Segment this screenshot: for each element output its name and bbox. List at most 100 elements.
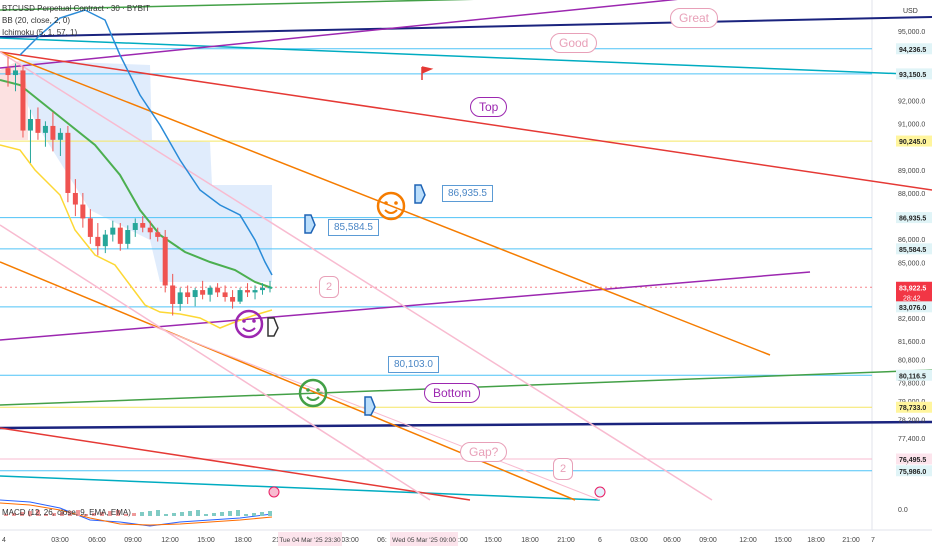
candle-body — [222, 292, 228, 298]
candle-13 — [95, 223, 101, 256]
time-tick-label: 06: — [377, 537, 387, 544]
candle-body — [162, 236, 168, 286]
candle-body — [215, 287, 221, 293]
bubble-wave-2-upper[interactable]: 2 — [319, 276, 340, 298]
candle-body — [35, 118, 41, 133]
price-badge-label: 86,935.5 — [899, 216, 926, 223]
macd-signal-line — [0, 502, 273, 526]
price-tick-label: 86,000.0 — [898, 237, 925, 244]
bubble-wave-2-lower[interactable]: 2 — [553, 458, 574, 480]
macd-histogram-bar — [100, 512, 104, 516]
bubble-bottom[interactable]: Bottom — [424, 383, 481, 403]
price-badge-label: 83,076.0 — [899, 305, 926, 312]
candle-36 — [267, 280, 273, 293]
candle-body — [80, 204, 86, 219]
macd-histogram-bar — [204, 514, 208, 516]
candle-body — [42, 125, 48, 133]
macd-histogram-bar — [252, 513, 256, 516]
smiley-purple-icon — [234, 309, 264, 339]
navy-trendline-bottom — [0, 420, 932, 430]
candle-3 — [20, 65, 26, 138]
smiley-orange-icon — [376, 191, 406, 221]
time-highlight-2 — [390, 532, 458, 546]
face-outline — [376, 191, 406, 221]
macd-histogram-bar — [36, 510, 40, 516]
bubble-gap[interactable]: Gap? — [460, 442, 508, 462]
candle-body — [50, 125, 56, 140]
bubble-top[interactable]: Top — [470, 97, 508, 117]
symbol-title: BTCUSD Perpetual Contract · 30 · BYBIT — [2, 4, 151, 13]
time-tick-label: 12:00 — [739, 537, 757, 544]
pointing-hand-icon — [364, 396, 376, 416]
candle-1 — [5, 56, 11, 87]
bubble-great[interactable]: Great — [670, 8, 719, 28]
candle-body — [72, 192, 78, 205]
candle-33 — [245, 283, 251, 298]
time-tick-label: 15:00 — [484, 537, 502, 544]
bb-indicator-label[interactable]: BB (20, close, 2, 0) — [2, 16, 71, 25]
price-tick-label: 88,000.0 — [898, 191, 925, 198]
macd-indicator-label[interactable]: MACD (12, 26, close, 9, EMA, EMA) — [2, 508, 131, 517]
face-outline — [234, 309, 264, 339]
time-tick-label: 6 — [598, 537, 602, 544]
price-callout-2[interactable]: 86,935.5 — [442, 185, 493, 202]
macd-histogram-bar — [92, 513, 96, 516]
candle-25 — [185, 285, 191, 304]
price-tick-label: 81,600.0 — [898, 339, 925, 346]
time-tick-label: 06:00 — [663, 537, 681, 544]
candle-body — [125, 229, 131, 244]
price-tick-label: 77,400.0 — [898, 436, 925, 443]
teal-trendline-lower — [0, 475, 601, 501]
price-badge-2 — [896, 68, 932, 80]
price-badge-label: 80,116.5 — [899, 373, 926, 380]
time-tick-label: 12:00 — [161, 537, 179, 544]
candle-16 — [117, 223, 123, 251]
macd-histogram-bar — [140, 512, 144, 516]
price-badge-3 — [896, 135, 932, 147]
candle-5 — [35, 107, 41, 140]
macd-histogram-bar — [12, 513, 16, 516]
ichimoku-indicator-label[interactable]: Ichimoku (5, 1, 57, 1) — [2, 28, 78, 37]
candle-29 — [215, 283, 221, 298]
candle-8 — [57, 128, 63, 156]
macd-histogram-bar — [148, 511, 152, 516]
pink-trendline-1 — [0, 51, 713, 501]
face-mouth — [242, 327, 256, 332]
candle-23 — [170, 273, 176, 316]
candle-12 — [87, 209, 93, 244]
macd-histogram-bar — [60, 512, 64, 516]
price-badge-label: 85,584.5 — [899, 247, 926, 254]
candle-body — [102, 234, 108, 247]
macd-histogram-bar — [180, 512, 184, 516]
red-trendline-upper — [0, 51, 932, 191]
time-tick-label: 12:00 — [450, 537, 468, 544]
time-tick-label: 21:00 — [842, 537, 860, 544]
face-eye — [316, 388, 320, 392]
face-mouth — [306, 396, 320, 401]
macd-histogram-bar — [236, 510, 240, 516]
pointing-hand-icon — [304, 214, 316, 234]
candle-4 — [27, 109, 33, 163]
candle-14 — [102, 229, 108, 254]
candle-10 — [72, 179, 78, 217]
candle-35 — [260, 283, 266, 295]
candle-20 — [147, 220, 153, 240]
bubble-good[interactable]: Good — [550, 33, 598, 53]
macd-histogram-bar — [188, 511, 192, 516]
candle-18 — [132, 218, 138, 237]
candle-body — [95, 236, 101, 247]
time-tick-label: 03:00 — [51, 537, 69, 544]
candle-2 — [12, 63, 18, 92]
price-callout-1[interactable]: 85,584.5 — [328, 219, 379, 236]
face-eye — [242, 319, 246, 323]
candle-6 — [42, 121, 48, 147]
price-axis-currency: USD — [903, 8, 918, 15]
time-tick-label: 4 — [2, 537, 6, 544]
time-tick-label: 09:00 — [699, 537, 717, 544]
price-tick-label: 80,800.0 — [898, 357, 925, 364]
candle-body — [140, 223, 146, 228]
macd-histogram-bar — [268, 511, 272, 516]
candle-body — [260, 287, 266, 291]
price-callout-3[interactable]: 80,103.0 — [388, 356, 439, 373]
